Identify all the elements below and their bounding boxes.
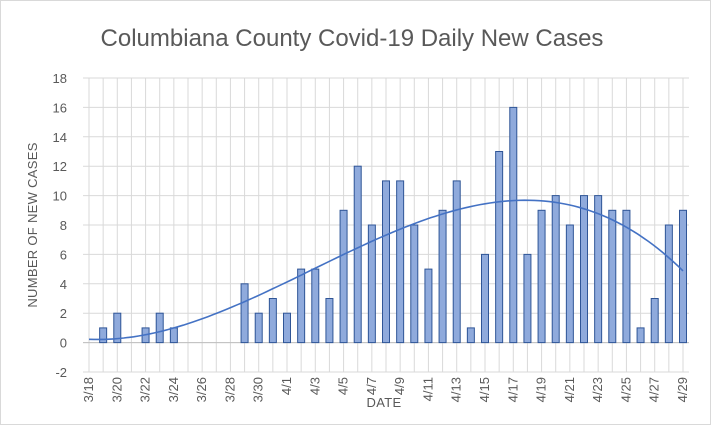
x-tick-label: 3/22	[138, 377, 153, 402]
x-tick-label: 4/9	[392, 377, 407, 395]
y-tick-label: 16	[53, 100, 67, 115]
bar-4/10	[411, 225, 418, 343]
x-tick-label: 4/11	[420, 377, 435, 401]
y-tick-label: 18	[53, 71, 67, 86]
x-tick-label: 4/29	[675, 377, 690, 402]
bar-4/11	[425, 269, 432, 343]
bar-4/5	[340, 210, 347, 342]
bar-4/23	[595, 196, 602, 343]
y-tick-label: 14	[53, 130, 67, 145]
bar-4/19	[538, 210, 545, 342]
bar-4/21	[566, 225, 573, 343]
bar-4/16	[496, 152, 503, 343]
bar-3/30	[255, 313, 262, 342]
y-tick-label: 2	[60, 306, 67, 321]
y-tick-label: -2	[55, 365, 67, 380]
x-tick-label: 3/24	[166, 377, 181, 402]
bar-4/13	[453, 181, 460, 343]
x-tick-label: 4/19	[534, 377, 549, 402]
y-tick-label: 4	[60, 277, 67, 292]
bar-4/28	[665, 225, 672, 343]
bar-4/17	[510, 107, 517, 342]
x-tick-label: 3/18	[81, 377, 96, 402]
bar-4/27	[651, 299, 658, 343]
y-tick-label: 10	[53, 189, 67, 204]
bar-3/19	[100, 328, 107, 343]
bar-4/22	[581, 196, 588, 343]
bar-4/26	[637, 328, 644, 343]
x-tick-label: 4/25	[618, 377, 633, 402]
bar-3/29	[241, 284, 248, 343]
x-tick-label: 4/23	[590, 377, 605, 402]
x-tick-label: 4/17	[505, 377, 520, 402]
bar-4/2	[298, 269, 305, 343]
x-tick-label: 4/3	[307, 377, 322, 395]
y-axis-title: NUMBER OF NEW CASES	[25, 142, 40, 307]
chart-title: Columbiana County Covid-19 Daily New Cas…	[101, 25, 604, 52]
y-axis-tick-labels: -2 0 2 4 6 8 10 12 14 16 18	[53, 71, 67, 380]
y-tick-label: 12	[53, 159, 67, 174]
x-tick-label: 4/27	[647, 377, 662, 402]
x-tick-label: 4/15	[477, 377, 492, 402]
bar-4/3	[312, 269, 319, 343]
x-tick-label: 4/1	[279, 377, 294, 395]
bar-3/31	[269, 299, 276, 343]
bar-4/15	[482, 254, 489, 342]
bar-4/24	[609, 210, 616, 342]
bar-4/12	[439, 210, 446, 342]
bar-4/4	[326, 299, 333, 343]
x-tick-label: 4/5	[336, 377, 351, 395]
bar-4/14	[467, 328, 474, 343]
y-tick-label: 6	[60, 247, 67, 262]
x-tick-label: 3/28	[222, 377, 237, 402]
bar-3/24	[170, 328, 177, 343]
x-tick-label: 3/26	[194, 377, 209, 402]
bar-4/8	[383, 181, 390, 343]
bar-4/20	[552, 196, 559, 343]
bar-4/1	[284, 313, 291, 342]
bar-4/25	[623, 210, 630, 342]
y-tick-label: 8	[60, 218, 67, 233]
bar-3/23	[156, 313, 163, 342]
bar-4/6	[354, 166, 361, 342]
x-axis-title: DATE	[367, 395, 402, 410]
bar-4/29	[680, 210, 687, 342]
x-tick-label: 4/7	[364, 377, 379, 395]
x-tick-label: 3/20	[109, 377, 124, 402]
bar-4/18	[524, 254, 531, 342]
bar-4/9	[397, 181, 404, 343]
x-tick-label: 3/30	[251, 377, 266, 402]
y-tick-label: 0	[60, 336, 67, 351]
x-tick-label: 4/13	[449, 377, 464, 402]
x-tick-label: 4/21	[562, 377, 577, 402]
